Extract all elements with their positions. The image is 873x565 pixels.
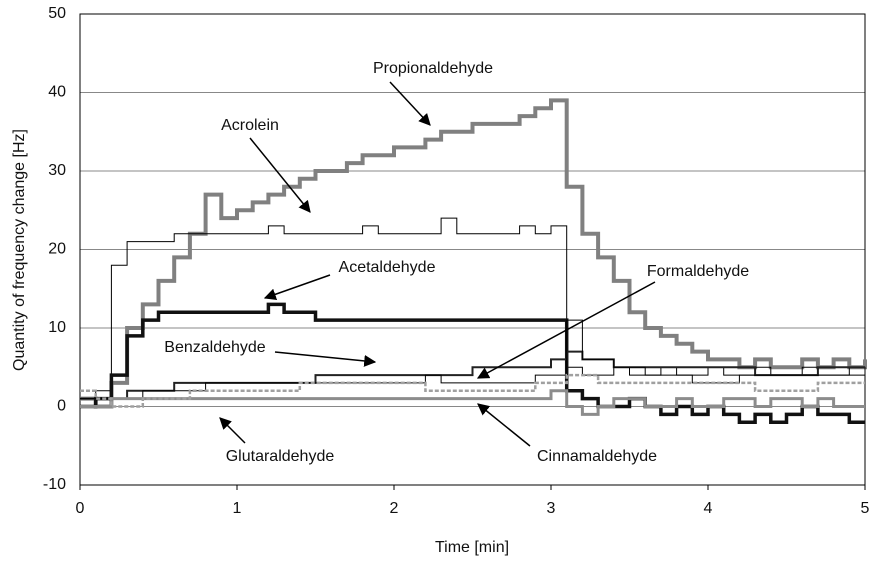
series-line: [80, 302, 865, 424]
x-tick-label: 2: [390, 500, 399, 517]
annotation-arrow: [476, 281, 656, 379]
series-annotation: Benzaldehyde: [164, 339, 266, 356]
annotation-arrow: [249, 137, 311, 213]
y-tick-label: 0: [57, 398, 66, 415]
y-tick-label: 40: [48, 84, 66, 101]
series-annotation: Glutaraldehyde: [226, 448, 335, 465]
x-tick-label: 0: [76, 500, 85, 517]
series-annotation: Propionaldehyde: [373, 60, 493, 77]
series-line: [80, 389, 865, 416]
annotation-arrow: [477, 403, 531, 447]
x-tick-label: 3: [547, 500, 556, 517]
series-line: [80, 373, 865, 408]
series-annotation: Formaldehyde: [647, 263, 749, 280]
series-line: [80, 98, 867, 409]
series-line: [80, 319, 865, 400]
series-annotation: Cinnamaldehyde: [537, 448, 657, 465]
x-tick-label: 1: [233, 500, 242, 517]
y-tick-label: 20: [48, 241, 66, 258]
y-tick-label: -10: [43, 476, 66, 493]
annotation-arrow: [274, 351, 377, 367]
y-tick-label: 30: [48, 162, 66, 179]
x-axis-label: Time [min]: [435, 539, 509, 556]
plot-frame: [79, 13, 866, 486]
series-annotation: Acetaldehyde: [339, 259, 436, 276]
y-tick-label: 50: [48, 5, 66, 22]
annotation-arrow: [219, 417, 246, 444]
annotation-arrow: [389, 81, 431, 126]
series-annotation: Acrolein: [221, 117, 279, 134]
x-tick-label: 5: [861, 500, 870, 517]
x-tick-label: 4: [704, 500, 713, 517]
y-tick-label: 10: [48, 319, 66, 336]
y-axis-label: Quantity of frequency change [Hz]: [11, 129, 28, 371]
annotation-arrow: [263, 274, 331, 301]
